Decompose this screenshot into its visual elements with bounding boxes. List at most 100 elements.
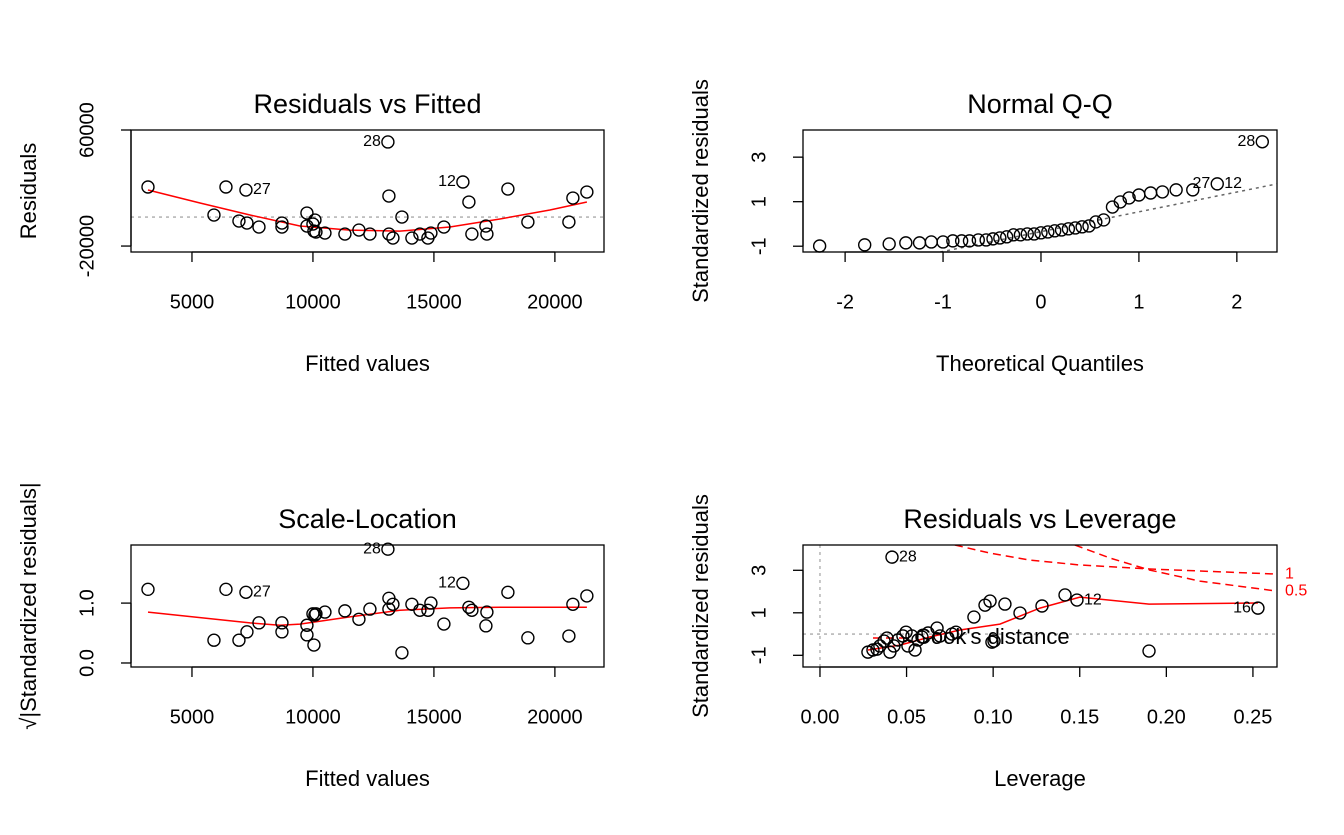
data-point: [424, 226, 438, 240]
data-point: [307, 638, 321, 652]
data-point: [1089, 215, 1103, 229]
data-point: [1013, 606, 1027, 620]
panel-title: Residuals vs Leverage: [903, 504, 1176, 534]
data-point: [936, 235, 950, 249]
point-label: 12: [438, 575, 456, 592]
plot-area: [147, 606, 587, 627]
y-tick-label: 1: [748, 196, 770, 207]
data-point: [352, 612, 366, 626]
y-axis-title: Residuals: [16, 143, 41, 240]
data-point: [437, 617, 451, 631]
data-point: [395, 646, 409, 660]
x-tick-label: 0.20: [1147, 706, 1186, 728]
x-tick-label: 5000: [170, 291, 215, 313]
smooth-line: [867, 596, 1258, 651]
data-point: [309, 607, 323, 621]
data-point: [480, 605, 494, 619]
cooks-curve-label: 1: [1285, 565, 1294, 582]
x-tick-label: 20000: [527, 706, 583, 728]
data-point: [1142, 644, 1156, 658]
data-point: [857, 238, 872, 252]
x-axis-title: Theoretical Quantiles: [936, 351, 1144, 376]
data-point: [566, 597, 580, 611]
data-point: [275, 220, 289, 234]
data-point: [141, 582, 155, 597]
data-point: [479, 219, 493, 233]
data-point: [967, 610, 981, 624]
x-tick-label: 0.00: [801, 706, 840, 728]
y-axis-title: √|Standardized residuals|: [16, 482, 41, 729]
point-label: 12: [1084, 591, 1102, 608]
y-tick-label: -20000: [76, 215, 98, 277]
data-point: [1058, 588, 1072, 602]
data-point: [562, 629, 576, 643]
data-point: [300, 206, 314, 220]
data-point: [405, 231, 419, 245]
point-label: 16: [1233, 599, 1251, 616]
data-point: [275, 625, 289, 639]
data-point: [338, 227, 352, 241]
data-point: [275, 616, 289, 630]
x-axis-title: Fitted values: [305, 766, 430, 791]
data-point: [424, 596, 438, 610]
data-point: [1169, 183, 1183, 197]
data-point: [421, 603, 435, 617]
data-point: [386, 231, 400, 245]
point-label: 27: [1192, 175, 1210, 192]
data-point: [381, 542, 395, 556]
x-axis-title: Leverage: [994, 766, 1086, 791]
point-label: 12: [1224, 175, 1242, 192]
x-tick-label: 10000: [285, 706, 341, 728]
data-point: [1034, 226, 1048, 240]
data-point: [946, 234, 960, 248]
data-point: [882, 237, 896, 251]
y-tick-label: 1.0: [76, 589, 98, 617]
data-point: [983, 594, 997, 608]
cooks-distance-curve: [1074, 545, 1277, 592]
data-point: [1082, 219, 1096, 233]
data-point: [501, 585, 515, 600]
panel: Residuals vs Leverage Leverage Standardize…: [688, 494, 1308, 791]
panel-title: Normal Q-Q: [967, 89, 1113, 119]
data-point: [924, 235, 938, 249]
data-point: [240, 625, 254, 639]
data-point: [395, 210, 409, 224]
data-point: [413, 227, 427, 241]
data-point: [912, 236, 927, 250]
data-point: [239, 585, 253, 600]
data-point: [962, 234, 977, 248]
x-tick-label: 15000: [406, 291, 462, 313]
data-point: [1027, 227, 1041, 241]
y-axis-title: Standardized residuals: [688, 79, 713, 303]
data-point: [232, 633, 246, 647]
panel: Residuals vs Fitted Fitted values Residual…: [16, 89, 605, 376]
data-point: [252, 616, 266, 630]
point-label: 12: [438, 173, 456, 190]
data-point: [1068, 221, 1082, 235]
data-point: [930, 621, 944, 635]
data-point: [1041, 225, 1055, 239]
data-point: [207, 208, 221, 222]
x-axis-title: Fitted values: [305, 351, 430, 376]
data-point: [308, 213, 322, 227]
data-point: [480, 227, 494, 241]
data-point: [993, 231, 1007, 245]
data-point: [880, 631, 894, 645]
x-tick-label: 0.05: [887, 706, 926, 728]
data-point: [1020, 227, 1034, 241]
point-label: 28: [363, 540, 381, 557]
y-axis-title: Standardized residuals: [688, 494, 713, 718]
panel: Scale-Location Fitted values √|Standardize…: [16, 482, 605, 791]
y-tick-label: 60000: [76, 102, 98, 158]
data-point: [1035, 599, 1049, 613]
panel-title: Residuals vs Fitted: [253, 89, 481, 119]
data-point: [1251, 601, 1265, 615]
x-tick-label: 20000: [527, 291, 583, 313]
data-point: [300, 628, 314, 642]
y-tick-label: -1: [748, 646, 770, 664]
data-point: [1047, 224, 1062, 238]
data-point: [566, 191, 580, 205]
cooks-distance-curve: [954, 545, 1277, 575]
